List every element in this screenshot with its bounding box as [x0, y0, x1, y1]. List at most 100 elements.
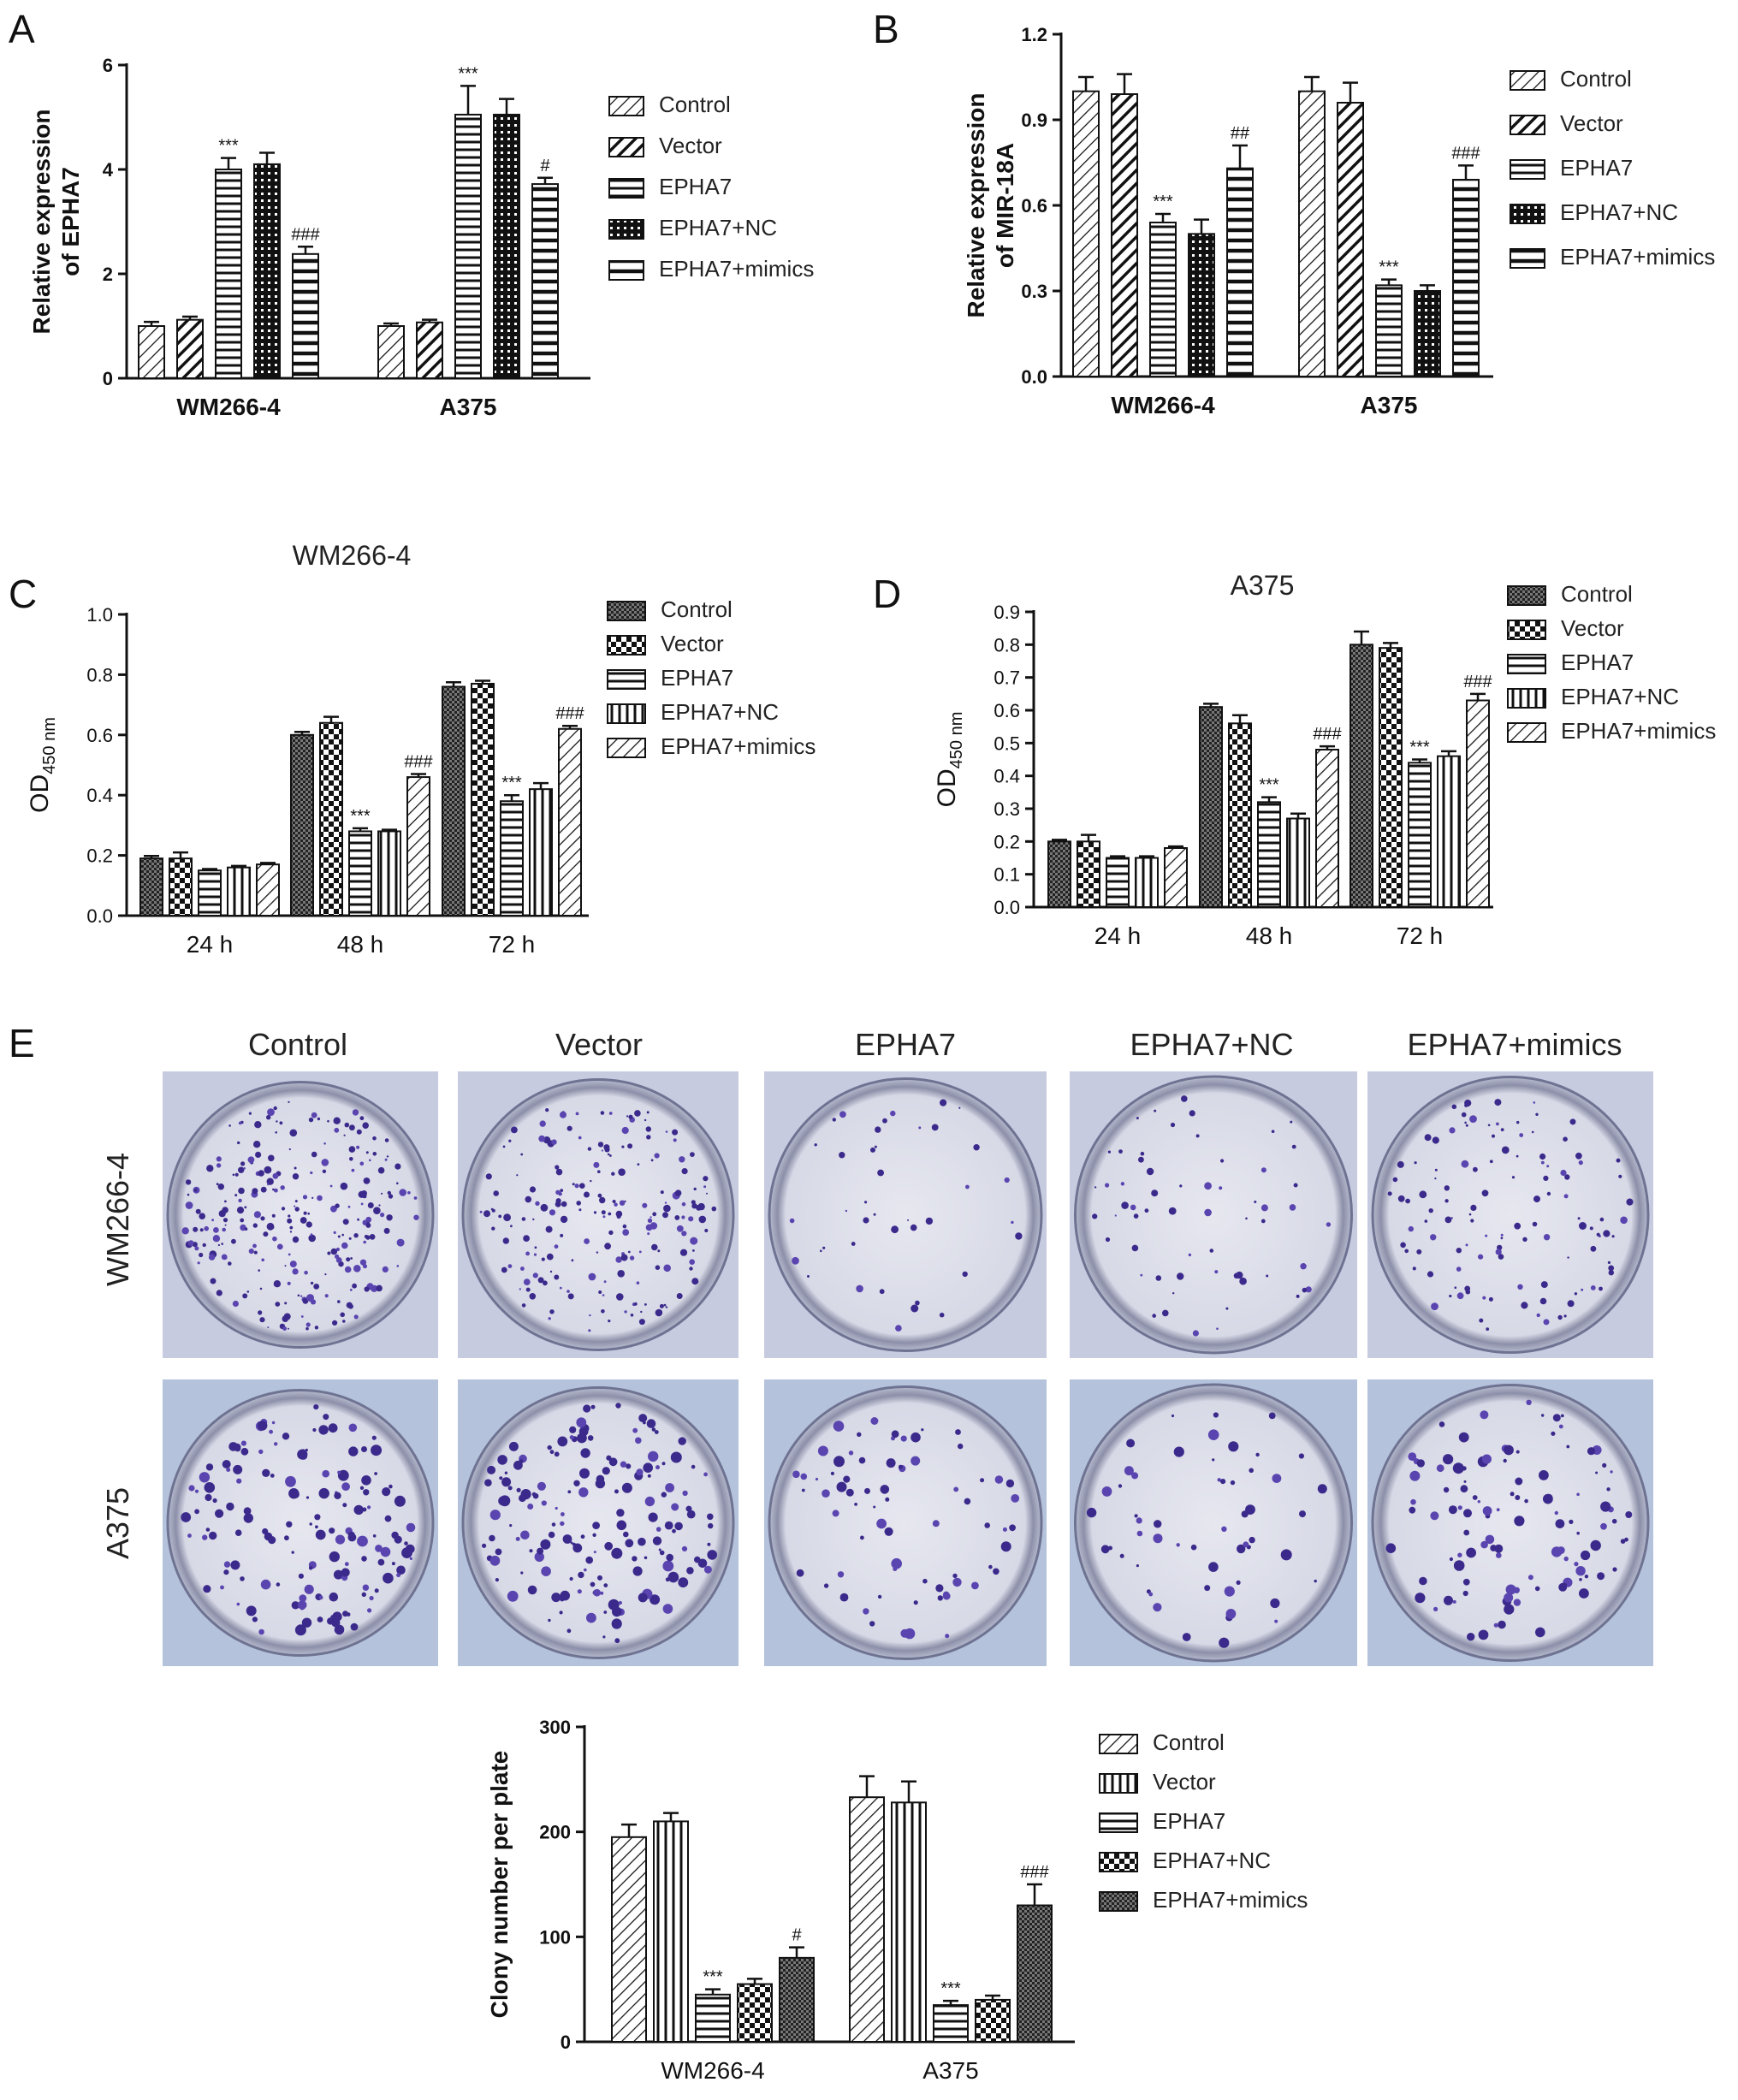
colony-dot	[1479, 1318, 1484, 1323]
colony-dot	[590, 1404, 596, 1409]
bar-vector-a375	[891, 1801, 927, 2044]
colony-dot	[618, 1168, 626, 1176]
colony-dot	[497, 1455, 507, 1465]
colony-dot	[317, 1117, 321, 1121]
legend-swatch	[608, 260, 644, 281]
colony-dot	[832, 1118, 836, 1122]
y-tick-label: 300	[539, 1717, 571, 1738]
colony-dot	[527, 1504, 534, 1510]
colony-dot	[374, 1588, 379, 1593]
significance-label: #	[792, 1926, 802, 1945]
colony-dot	[291, 1490, 300, 1498]
colony-dot	[925, 1217, 934, 1225]
colony-dot	[935, 1584, 944, 1593]
colony-dot	[372, 1136, 377, 1141]
colony-dot	[1254, 1201, 1257, 1203]
colony-dot	[665, 1130, 668, 1133]
colony-dot	[623, 1531, 629, 1538]
bar-epha7-mimics-48-h	[406, 776, 430, 917]
colony-dot	[363, 1178, 371, 1184]
colony-dot	[634, 1110, 641, 1117]
colony-dot	[1146, 1167, 1154, 1176]
colony-dot	[1521, 1302, 1528, 1309]
colony-dot	[691, 1464, 696, 1469]
colony-dot	[193, 1188, 198, 1192]
colony-dot	[333, 1569, 343, 1580]
colony-dot	[287, 1218, 293, 1224]
colony-dot	[216, 1183, 219, 1186]
colony-dot	[1543, 1234, 1551, 1241]
colony-dot	[211, 1219, 215, 1222]
colony-dot	[1584, 1575, 1589, 1579]
colony-dot	[573, 1480, 580, 1487]
colony-dot	[559, 1286, 562, 1290]
colony-dot	[1563, 1314, 1567, 1318]
colony-dot	[645, 1126, 651, 1132]
colony-dot	[576, 1417, 587, 1428]
x-category-label: 72 h	[1397, 922, 1444, 949]
colony-dot	[707, 1550, 717, 1560]
colony-dot	[1190, 1544, 1197, 1551]
colony-dot	[540, 1203, 549, 1212]
bar-epha7-mimics-24-h	[1164, 847, 1188, 908]
colony-dot	[962, 1271, 968, 1278]
colony-dot	[1464, 1099, 1472, 1107]
colony-dot	[1314, 1579, 1317, 1583]
y-axis-title: OD450 nm	[26, 717, 59, 813]
colony-dot	[1602, 1462, 1607, 1468]
colony-dot	[650, 1594, 661, 1605]
colony-dot	[1144, 1208, 1149, 1213]
legend-label: EPHA7	[661, 665, 733, 691]
colony-dot	[1416, 1459, 1426, 1468]
colony-dot	[1517, 1284, 1523, 1290]
colony-dot	[353, 1314, 359, 1320]
colony-dot	[584, 1568, 587, 1572]
photo-row-label: WM266-4	[100, 1153, 135, 1286]
colony-dot	[1233, 1272, 1240, 1279]
colony-dot	[195, 1208, 201, 1214]
colony-dot	[1260, 1219, 1266, 1224]
colony-dot	[322, 1469, 330, 1478]
colony-dot	[1214, 1270, 1219, 1274]
colony-dot	[569, 1426, 577, 1433]
legend-label: Vector	[661, 631, 724, 656]
colony-dot	[1448, 1505, 1457, 1515]
colony-dot	[1603, 1230, 1610, 1237]
chart-d: 0.0 0.1 0.2 0.3 0.4 0.5 0.6 0.7 0.8 0.9 24 h *** ###…	[933, 570, 1716, 949]
colony-dot	[199, 1252, 204, 1258]
colony-dot	[361, 1446, 367, 1452]
colony-dot	[523, 1278, 531, 1285]
colony-dot	[707, 1513, 714, 1521]
legend-label: EPHA7	[1153, 1808, 1225, 1834]
legend-label: EPHA7	[1560, 155, 1633, 181]
colony-dot	[566, 1290, 570, 1293]
photo-row-label: A375	[100, 1487, 135, 1559]
colony-dot	[1171, 1414, 1175, 1418]
colony-dot	[1105, 1237, 1111, 1243]
colony-dot	[1576, 1531, 1580, 1535]
colony-dot	[1405, 1198, 1410, 1204]
colony-dot	[1260, 1167, 1266, 1173]
colony-dot	[236, 1602, 240, 1606]
colony-dot	[223, 1255, 228, 1260]
colony-dot	[520, 1267, 525, 1271]
colony-dot	[1419, 1576, 1427, 1586]
colony-dot	[1409, 1470, 1421, 1481]
colony-dot	[1452, 1462, 1464, 1474]
colony-dot	[258, 1421, 268, 1431]
colony-dot	[1124, 1466, 1134, 1476]
colony-dot	[615, 1403, 621, 1409]
colony-dot	[587, 1435, 594, 1441]
y-tick-label: 1.0	[86, 604, 113, 626]
colony-dot	[801, 1488, 805, 1492]
colony-dot	[891, 1430, 899, 1439]
colony-dot	[364, 1286, 370, 1292]
bar-epha7-mimics-a375	[1452, 179, 1480, 377]
colony-dot	[1500, 1128, 1504, 1131]
colony-dot	[205, 1493, 212, 1502]
colony-dot	[672, 1129, 679, 1136]
colony-dot	[243, 1167, 246, 1170]
colony-dot	[817, 1445, 828, 1456]
colony-dot	[674, 1189, 682, 1196]
colony-dot	[352, 1109, 359, 1116]
